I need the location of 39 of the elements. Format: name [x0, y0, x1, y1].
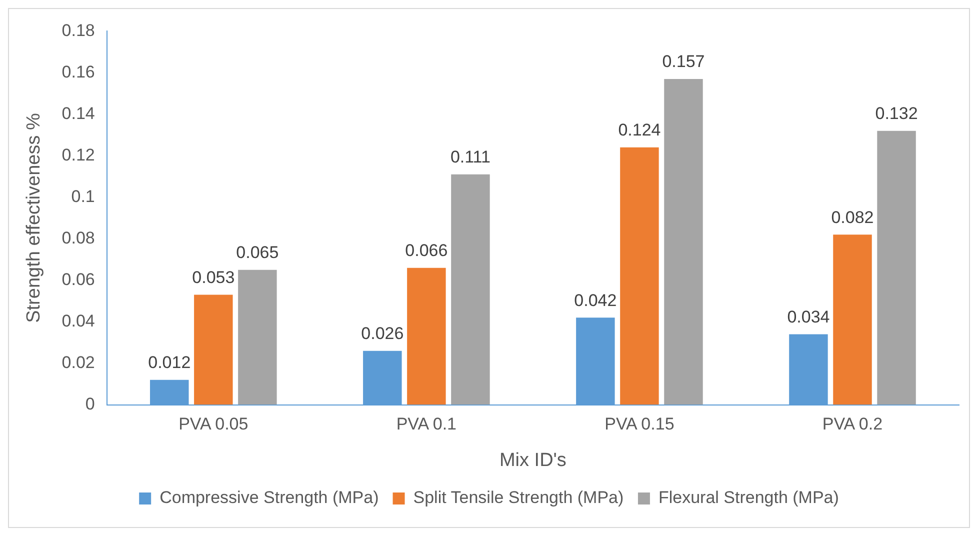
y-tick-label: 0.08 [62, 228, 95, 248]
y-tick-label: 0.02 [62, 352, 95, 372]
data-label: 0.065 [236, 243, 279, 262]
bar [833, 234, 872, 405]
y-tick-label: 0.18 [62, 20, 95, 40]
y-tick-label: 0.04 [62, 311, 95, 330]
bar [877, 130, 916, 405]
data-label: 0.132 [875, 104, 918, 124]
y-tick-label: 0.1 [71, 186, 95, 206]
bar [238, 270, 277, 405]
legend-label: Flexural Strength (MPa) [658, 488, 839, 508]
data-label: 0.111 [450, 148, 490, 167]
y-tick-label: 0.14 [62, 104, 95, 123]
data-label: 0.053 [192, 268, 235, 287]
x-tick-label: PVA 0.1 [396, 414, 457, 434]
bar [664, 78, 703, 405]
y-tick-label: 0.16 [62, 62, 95, 82]
x-axis-title: Mix ID's [499, 450, 566, 471]
data-label: 0.066 [405, 241, 448, 260]
data-label: 0.034 [787, 307, 830, 326]
data-label: 0.026 [361, 324, 404, 344]
data-label: 0.157 [662, 52, 705, 72]
bar [194, 294, 233, 405]
legend-label: Compressive Strength (MPa) [160, 488, 379, 508]
data-label: 0.012 [148, 353, 191, 372]
x-tick-label: PVA 0.05 [178, 414, 248, 434]
y-axis-title: Strength effectiveness % [24, 112, 45, 323]
data-label: 0.124 [618, 120, 661, 140]
data-label: 0.042 [574, 290, 617, 310]
data-label: 0.082 [831, 208, 874, 227]
y-tick-label: 0.12 [62, 145, 95, 164]
x-tick-label: PVA 0.2 [822, 414, 883, 434]
bar [620, 147, 659, 405]
legend-label: Split Tensile Strength (MPa) [413, 488, 624, 508]
x-tick-label: PVA 0.15 [604, 414, 674, 434]
y-tick-label: 0.06 [62, 270, 95, 289]
bar [451, 174, 490, 405]
bar [407, 268, 446, 405]
y-tick-label: 0 [85, 394, 95, 414]
